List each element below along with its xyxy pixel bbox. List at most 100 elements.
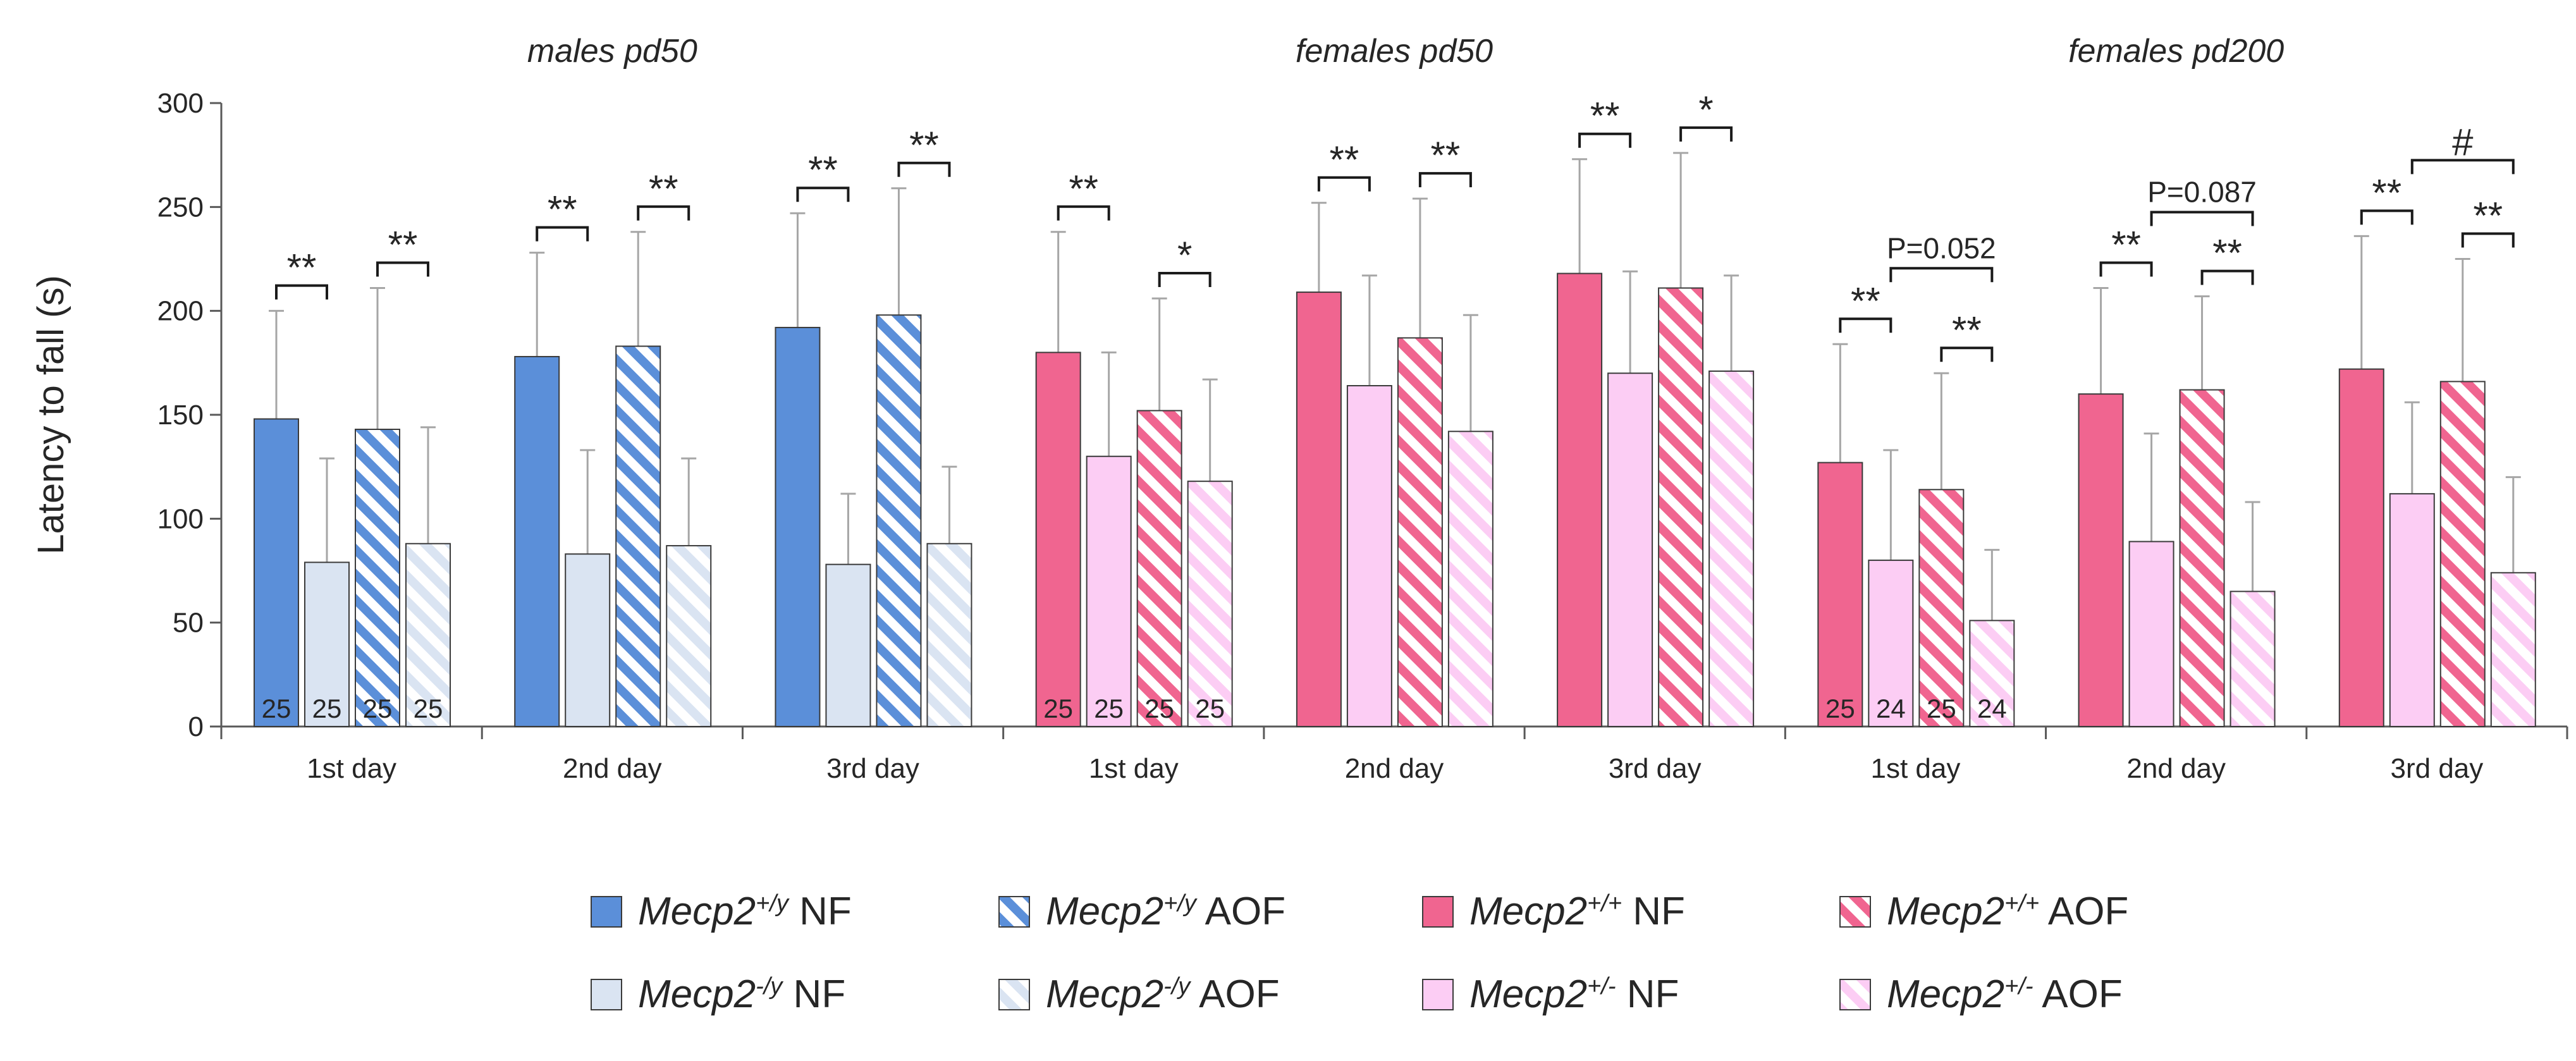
- bar-male_wt: [254, 418, 299, 727]
- x-category-label: 2nd day: [1345, 753, 1444, 784]
- legend-diet: NF: [1622, 890, 1685, 933]
- legend-label-male_ko_aof: Mecp2-/y AOF: [1046, 972, 1280, 1016]
- p-value-label: P=0.052: [1887, 231, 1996, 264]
- bar-female_wt_aof: [1397, 337, 1443, 727]
- axes-layer: 0 50 100 150 200 250 300 Latency to fall (s) mal…: [30, 33, 2568, 742]
- legend-diet: AOF: [2039, 890, 2128, 933]
- significance-bracket: [1940, 347, 1994, 362]
- bar-female_wt: [1557, 273, 1603, 727]
- significance-label: **: [1590, 95, 1620, 137]
- bar-male_wt_aof: [355, 429, 400, 727]
- bar-female_wt_aof: [1658, 287, 1704, 728]
- x-category-label: 2nd day: [563, 753, 662, 784]
- sample-size-label: 25: [1825, 694, 1855, 723]
- legend-label-male_wt: Mecp2+/y NF: [638, 890, 852, 933]
- significance-bracket: [2150, 211, 2254, 226]
- significance-label: **: [2372, 171, 2401, 214]
- x-category-label: 3rd day: [826, 753, 919, 784]
- p-value-label: P=0.087: [2147, 176, 2257, 209]
- legend-gene: Mecp2: [638, 972, 756, 1016]
- legend-diet: NF: [782, 972, 845, 1016]
- significance-bracket: [536, 226, 589, 242]
- legend-swatch-female_het: [1422, 979, 1454, 1010]
- x-category-label: 2nd day: [2126, 753, 2226, 784]
- bar-female_wt_aof: [1918, 489, 1965, 727]
- significance-label: **: [909, 124, 939, 166]
- y-tick-label: 150: [157, 400, 204, 431]
- legend-diet: AOF: [1196, 890, 1285, 933]
- legend-swatch-male_wt: [591, 896, 622, 928]
- legend-genotype: +/y: [756, 890, 790, 917]
- legend-label-female_het_aof: Mecp2+/- AOF: [1887, 972, 2123, 1016]
- bar-male_ko: [825, 563, 871, 727]
- y-tick-label: 0: [188, 711, 204, 742]
- legend-genotype: -/y: [1163, 973, 1191, 1000]
- sample-size-label: 25: [1195, 694, 1225, 723]
- bar-female_wt_aof: [2179, 389, 2225, 727]
- x-category-label: 3rd day: [2391, 753, 2484, 784]
- sample-size-label: 25: [1927, 694, 1956, 723]
- legend-gene: Mecp2: [1469, 890, 1587, 933]
- legend-swatch-female_wt: [1422, 896, 1454, 928]
- significance-bracket: [2200, 269, 2254, 285]
- significance-bracket: [2099, 261, 2153, 277]
- legend-diet: NF: [1616, 972, 1679, 1016]
- sample-size-label: 25: [1094, 694, 1124, 723]
- legend-label-female_wt_aof: Mecp2+/+ AOF: [1887, 890, 2128, 933]
- significance-label: **: [1952, 309, 1982, 351]
- sample-size-label: 24: [1977, 694, 2007, 723]
- legend-swatch-female_wt_aof: [1839, 896, 1871, 928]
- legend-swatch-male_ko: [591, 979, 622, 1010]
- sample-size-label: 25: [1144, 694, 1174, 723]
- significance-bracket: [1057, 205, 1110, 221]
- bar-male_wt: [775, 326, 821, 727]
- legend-gene: Mecp2: [638, 890, 756, 933]
- significance-bracket: [796, 187, 850, 202]
- bars-layer: [254, 152, 2536, 728]
- y-axis-label: Latency to fall (s): [30, 275, 71, 555]
- sample-size-label: 25: [414, 694, 443, 723]
- sample-size-label: 25: [312, 694, 342, 723]
- legend-diet: AOF: [1190, 972, 1279, 1016]
- bar-female_het: [1086, 455, 1132, 727]
- group-title: males pd50: [527, 33, 697, 70]
- sample-size-label: 25: [262, 694, 291, 723]
- bar-female_het: [2128, 541, 2174, 728]
- legend-swatch-female_het_aof: [1839, 979, 1871, 1010]
- bar-male_ko: [304, 561, 350, 727]
- legend: Mecp2+/y NF Mecp2+/y AOF Mecp2+/+ NF Mecp2+…: [591, 890, 2128, 1016]
- bar-female_wt: [2338, 368, 2384, 727]
- legend-swatch-male_ko_aof: [998, 979, 1030, 1010]
- x-category-label: 1st day: [307, 753, 396, 784]
- legend-diet: AOF: [2033, 972, 2123, 1016]
- bar-female_wt: [1296, 291, 1342, 727]
- significance-label: **: [388, 224, 418, 266]
- legend-diet: NF: [788, 890, 852, 933]
- y-tick-label: 50: [173, 608, 204, 639]
- significance-label: *: [1698, 89, 1713, 131]
- bar-female_het_aof: [1708, 370, 1755, 727]
- legend-label-male_ko: Mecp2-/y NF: [638, 972, 845, 1016]
- bar-female_wt: [1817, 462, 1863, 727]
- sample-size-label: 25: [363, 694, 393, 723]
- sample-size-label: 25: [1043, 694, 1073, 723]
- significance-label: **: [2111, 224, 2141, 266]
- bar-female_het: [1607, 372, 1653, 727]
- bar-female_het: [1868, 560, 1914, 727]
- bar-female_wt_aof: [1136, 410, 1182, 728]
- legend-genotype: -/y: [756, 973, 783, 1000]
- bar-female_het_aof: [1969, 620, 2015, 727]
- significance-bracket: [1158, 271, 1211, 287]
- bar-female_het_aof: [2490, 572, 2536, 728]
- legend-swatch-male_wt_aof: [998, 896, 1030, 928]
- group-title: females pd50: [1296, 33, 1493, 70]
- bar-female_het_aof: [1447, 431, 1493, 727]
- significance-bracket: [1418, 172, 1472, 188]
- significance-bracket: [275, 284, 328, 300]
- legend-genotype: +/-: [2004, 973, 2033, 1000]
- legend-gene: Mecp2: [1469, 972, 1587, 1016]
- bar-male_ko_aof: [926, 543, 972, 727]
- bar-female_het_aof: [1187, 481, 1233, 727]
